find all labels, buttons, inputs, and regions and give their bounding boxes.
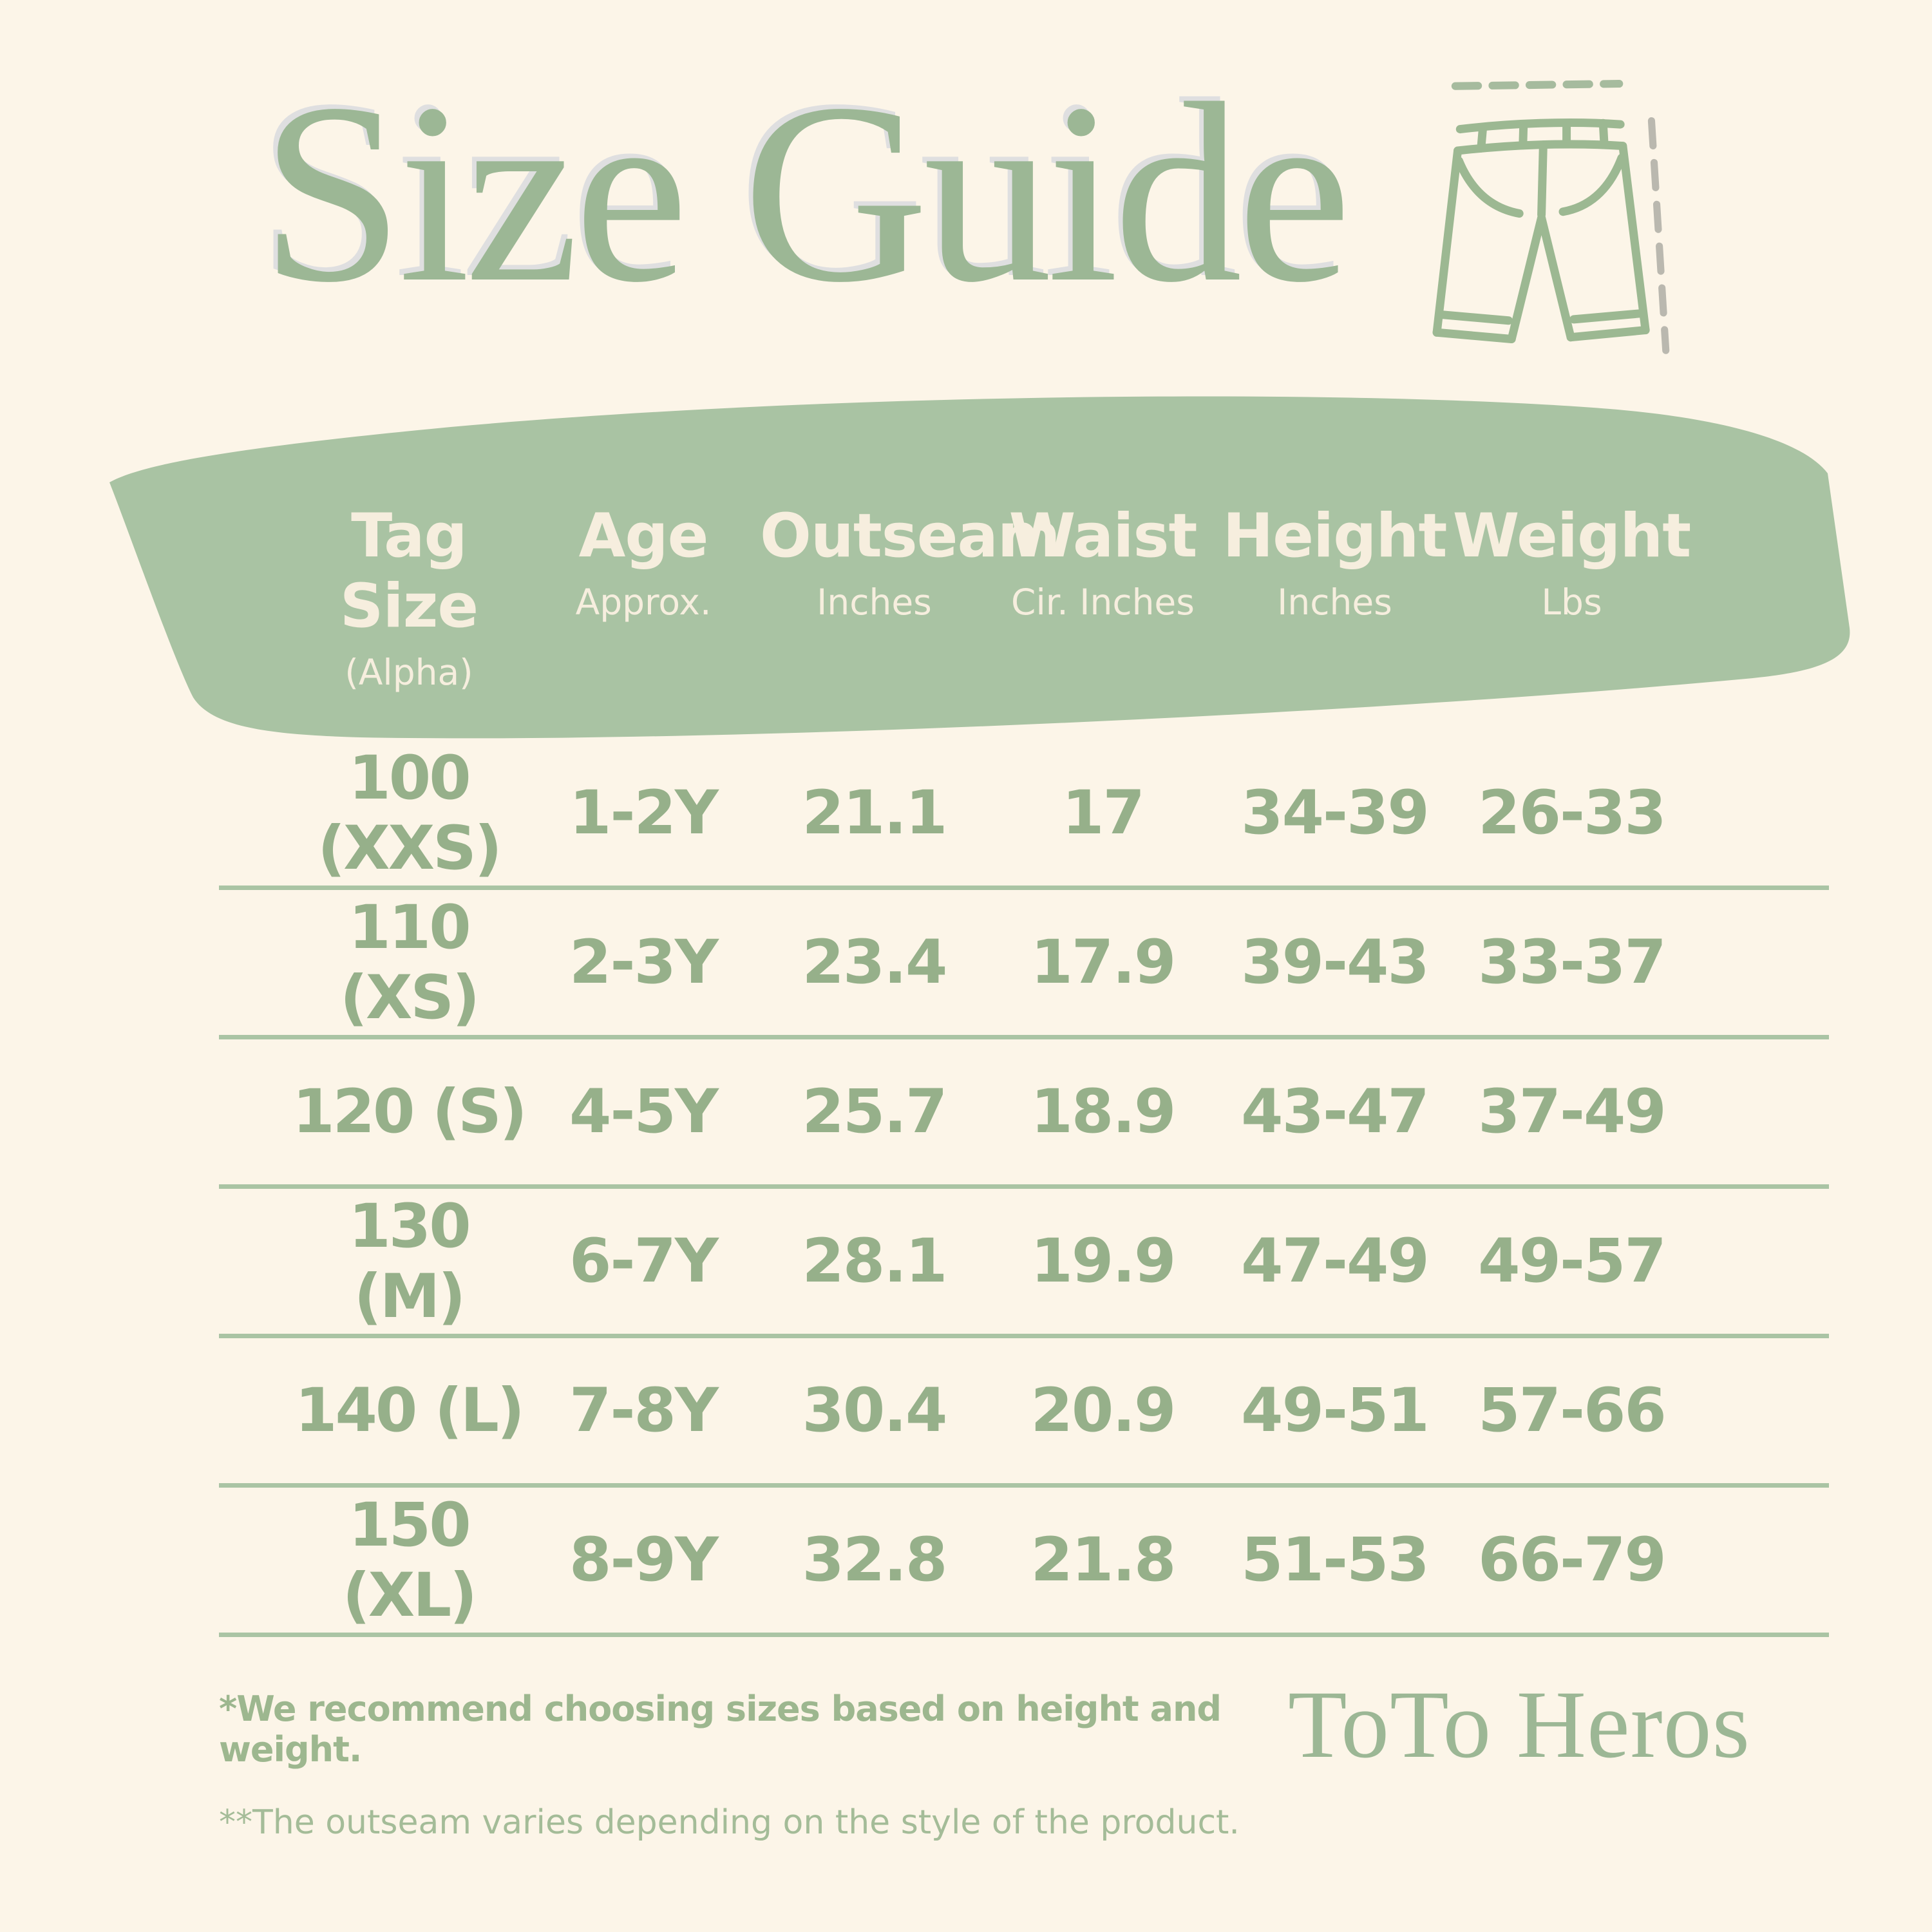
- table-row: 140 (L) 7-8Y 30.4 20.9 49-51 57-66: [219, 1338, 1829, 1488]
- column-sublabel: Lbs: [1541, 582, 1602, 623]
- footnote-height-weight: *We recommend choosing sizes based on he…: [219, 1689, 1222, 1770]
- table-cell: 130 (M): [348, 1191, 471, 1332]
- column-sublabel: Cir. Inches: [1011, 582, 1195, 623]
- table-cell: 66-79: [1478, 1525, 1667, 1595]
- column-sublabel: (Alpha): [345, 652, 473, 693]
- table-cell: 6-7Y: [569, 1226, 719, 1296]
- size-table: 100 (XXS) 1-2Y 21.1 17 34-39 26-33 110 (XS) 2-3…: [219, 741, 1829, 1637]
- table-header-row: Tag Size (Alpha) Age Approx. Outseam Inches Wa…: [219, 501, 1829, 693]
- column-header-weight: Weight Lbs: [1452, 501, 1829, 693]
- page-title: Size Guide: [260, 50, 1351, 336]
- table-cell: 25.7: [802, 1077, 948, 1147]
- column-sublabel: Inches: [1277, 582, 1392, 623]
- column-header-waist: Waist Cir. Inches: [989, 501, 1217, 693]
- column-header-age: Age Approx.: [527, 501, 760, 693]
- table-cell: 26-33: [1478, 778, 1667, 848]
- table-cell: 8-9Y: [569, 1525, 719, 1595]
- table-cell: 4-5Y: [569, 1077, 719, 1147]
- footnotes: *We recommend choosing sizes based on he…: [219, 1689, 1352, 1842]
- column-label: Tag Size: [339, 501, 478, 641]
- pants-icon: [1421, 67, 1672, 368]
- table-row: 120 (S) 4-5Y 25.7 18.9 43-47 37-49: [219, 1039, 1829, 1189]
- column-label: Waist: [1009, 501, 1198, 571]
- table-cell: 100 (XXS): [317, 743, 502, 884]
- table-cell: 19.9: [1030, 1226, 1177, 1296]
- brand-logo-text: ToTo Heros: [1287, 1671, 1750, 1778]
- table-cell: 17.9: [1030, 927, 1177, 998]
- column-sublabel: Inches: [817, 582, 932, 623]
- column-header-outseam: Outseam Inches: [760, 501, 1061, 693]
- outseam-measure-dash-icon: [1647, 117, 1669, 354]
- waist-measure-dash-icon: [1451, 79, 1623, 90]
- column-label: Weight: [1452, 501, 1691, 571]
- pants-outline-icon: [1432, 118, 1650, 343]
- table-cell: 49-57: [1478, 1226, 1667, 1296]
- table-cell: 17: [1062, 778, 1145, 848]
- column-header-tag-size: Tag Size (Alpha): [219, 501, 527, 693]
- table-cell: 34-39: [1241, 778, 1430, 848]
- table-cell: 32.8: [802, 1525, 948, 1595]
- table-cell: 47-49: [1241, 1226, 1430, 1296]
- column-label: Age: [578, 501, 709, 571]
- table-cell: 39-43: [1241, 927, 1430, 998]
- footnote-outseam: **The outseam varies depending on the st…: [219, 1803, 1240, 1842]
- table-cell: 28.1: [802, 1226, 948, 1296]
- table-cell: 20.9: [1030, 1376, 1177, 1446]
- table-row: 100 (XXS) 1-2Y 21.1 17 34-39 26-33: [219, 741, 1829, 890]
- table-cell: 51-53: [1241, 1525, 1430, 1595]
- table-cell: 30.4: [802, 1376, 948, 1446]
- table-cell: 2-3Y: [569, 927, 719, 998]
- header: Size Guide: [0, 41, 1932, 368]
- table-cell: 49-51: [1241, 1376, 1430, 1446]
- table-cell: 120 (S): [292, 1077, 527, 1147]
- table-row: 150 (XL) 8-9Y 32.8 21.8 51-53 66-79: [219, 1488, 1829, 1637]
- table-cell: 21.8: [1030, 1525, 1177, 1595]
- header-banner: [109, 396, 1850, 739]
- table-cell: 23.4: [802, 927, 948, 998]
- table-cell: 57-66: [1478, 1376, 1667, 1446]
- table-row: 130 (M) 6-7Y 28.1 19.9 47-49 49-57: [219, 1189, 1829, 1338]
- column-header-height: Height Inches: [1217, 501, 1452, 693]
- table-cell: 33-37: [1478, 927, 1667, 998]
- table-cell: 37-49: [1478, 1077, 1667, 1147]
- column-label: Height: [1222, 501, 1448, 571]
- table-cell: 7-8Y: [569, 1376, 719, 1446]
- table-cell: 1-2Y: [569, 778, 719, 848]
- column-sublabel: Approx.: [575, 582, 712, 623]
- table-cell: 21.1: [802, 778, 948, 848]
- column-label: Outseam: [760, 501, 1061, 571]
- table-cell: 110 (XS): [339, 892, 480, 1033]
- table-cell: 140 (L): [295, 1376, 525, 1446]
- table-cell: 18.9: [1030, 1077, 1177, 1147]
- table-cell: 150 (XL): [342, 1490, 477, 1631]
- table-cell: 43-47: [1241, 1077, 1430, 1147]
- table-row: 110 (XS) 2-3Y 23.4 17.9 39-43 33-37: [219, 890, 1829, 1039]
